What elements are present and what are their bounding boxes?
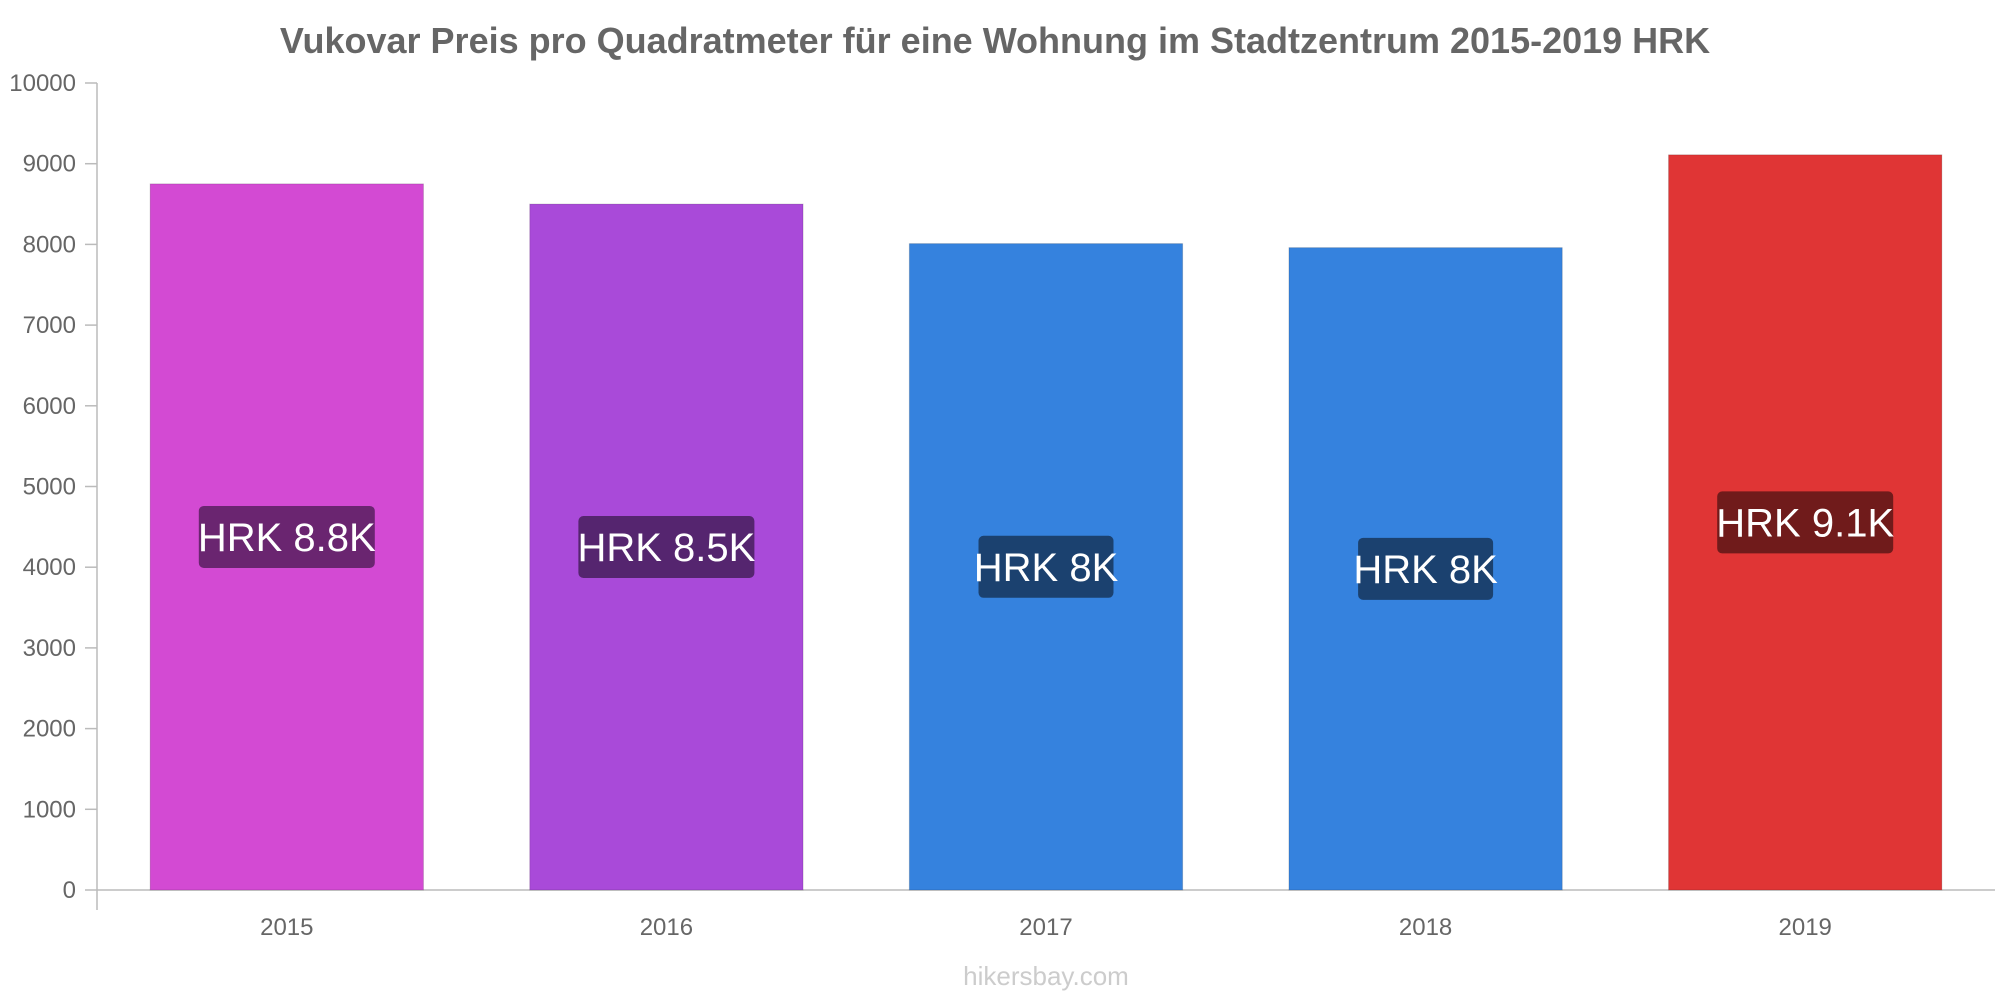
bars: HRK 8.8K HRK 8.5K HRK 8K HRK 8K HRK 9.1K — [149, 154, 1943, 891]
bar-value-label: HRK 8K — [974, 546, 1119, 590]
y-tick-label: 3000 — [23, 635, 76, 662]
bar-label-bg — [198, 505, 375, 568]
bar-label-bg — [1358, 537, 1494, 600]
y-tick-label: 5000 — [23, 474, 76, 501]
bar-label-bg — [978, 535, 1114, 598]
bar-value-label: HRK 9.1K — [1716, 501, 1894, 545]
y-tick-label: 6000 — [23, 393, 76, 420]
y-tick-label: 10000 — [9, 70, 76, 97]
x-axis: 2015 2016 2017 2018 2019 — [97, 889, 1995, 941]
y-tick-label: 7000 — [23, 312, 76, 339]
bar-label-bg — [1717, 491, 1894, 554]
y-tick-label: 4000 — [23, 554, 76, 581]
y-tick-label: 1000 — [23, 796, 76, 823]
x-tick-label: 2016 — [640, 914, 693, 941]
x-tick-label: 2019 — [1779, 914, 1832, 941]
bar-label-bg — [578, 516, 755, 579]
chart-title: Vukovar Preis pro Quadratmeter für eine … — [280, 20, 1710, 61]
bar-value-label: HRK 8K — [1353, 548, 1498, 592]
y-tick-label: 9000 — [23, 151, 76, 178]
x-tick-label: 2018 — [1399, 914, 1452, 941]
source-credit: hikersbay.com — [963, 961, 1129, 991]
x-tick-label: 2015 — [260, 914, 313, 941]
y-tick-label: 0 — [63, 877, 76, 904]
y-tick-label: 8000 — [23, 231, 76, 258]
x-tick-label: 2017 — [1019, 914, 1072, 941]
bar-value-label: HRK 8.5K — [577, 526, 755, 570]
y-axis: 0 1000 2000 3000 4000 5000 6000 7000 8000 9000 100… — [9, 70, 98, 910]
y-tick-label: 2000 — [23, 716, 76, 743]
bar-value-label: HRK 8.8K — [198, 516, 376, 560]
